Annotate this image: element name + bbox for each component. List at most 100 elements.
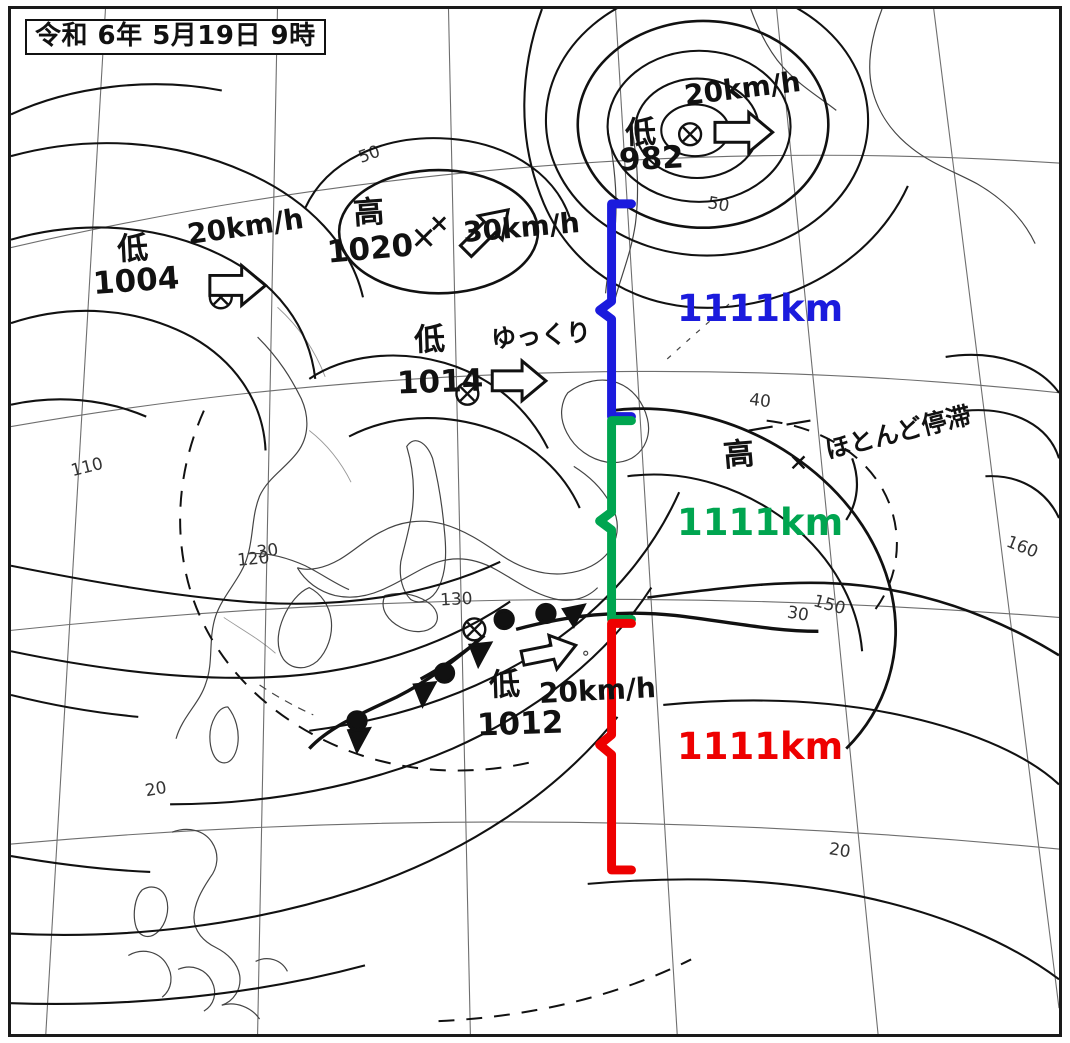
isobar-pacific-high-2 [627, 473, 864, 652]
isobar-closed-4 [576, 19, 830, 230]
meridian-150 [776, 9, 879, 1034]
movement-arrow-group [208, 109, 775, 673]
front-cold-tooth-3 [412, 681, 438, 709]
coastline-honshu-north [297, 465, 618, 575]
isobar-w-4 [11, 398, 147, 418]
isobar-s-8 [587, 878, 1059, 981]
parallel-30 [11, 598, 1059, 631]
isobar-pacific-high-1 [611, 407, 897, 750]
isobar-c-1 [308, 354, 549, 449]
isobar-w-2 [11, 226, 317, 379]
interior-line-a [277, 306, 326, 378]
label-low-1014-value: 1014 [396, 362, 484, 402]
isobar-s-10 [11, 693, 139, 718]
label-high-1020-value: 1020 [325, 227, 415, 271]
center-marker-high-east [791, 455, 806, 470]
meridian-110 [45, 9, 107, 1034]
center-marker-low-982 [677, 122, 703, 147]
coastline-luzon [171, 828, 241, 1006]
label-low-1004-value: 1004 [91, 260, 181, 302]
svg-text:20: 20 [143, 777, 168, 800]
svg-text:40: 40 [748, 389, 772, 411]
label-low-1012-value: 1012 [476, 704, 564, 744]
coastline-taiwan [209, 706, 239, 764]
parallel-20 [11, 821, 1059, 850]
label-low-1012-symbol: 低 [488, 666, 521, 704]
coastline-ryukyu [259, 684, 314, 716]
coastline-samar [255, 958, 288, 972]
coastline-kyushu [277, 586, 333, 669]
weather-map-frame: 110 120 130 150 160 20 20 30 30 40 50 50 [8, 6, 1062, 1037]
label-low-1014-speed: ゆっくり [490, 317, 593, 354]
coastline-shikoku [382, 593, 438, 633]
trough-group [179, 410, 898, 1023]
coastline-negros [177, 966, 216, 1012]
coastline-luzon-w [133, 886, 169, 938]
isobar-s-9 [11, 964, 366, 1005]
arrow-high-1020-southeast [458, 207, 511, 259]
meridian-130 [447, 9, 471, 1034]
isobar-s-4 [170, 587, 653, 806]
coastline-mainland-east [175, 336, 308, 739]
bracket-middle [595, 416, 636, 624]
svg-text:20: 20 [828, 838, 852, 861]
isobar-s-11 [11, 855, 151, 873]
front-cold-tooth-1 [561, 603, 587, 629]
label-high-1020-cross: × [429, 209, 450, 237]
graticule-group [11, 9, 1059, 1034]
isobar-w-0 [11, 83, 222, 116]
label-low-1014-symbol: 低 [413, 321, 446, 359]
bracket-north [595, 199, 636, 422]
isobar-nelow-outer [523, 9, 909, 309]
isobar-w-1 [11, 142, 365, 298]
isobar-w-3 [11, 309, 267, 451]
svg-text:130: 130 [440, 588, 473, 610]
island-dot-b [583, 650, 589, 656]
bracket-middle-label: 1111km [677, 501, 844, 544]
coastline-honshu-south [296, 558, 599, 601]
isobar-s-1 [11, 560, 501, 605]
trough-dashed-east [766, 419, 898, 615]
center-marker-high-1020 [414, 228, 433, 247]
coastline-korea [399, 440, 447, 603]
coastline-hokkaido [561, 379, 650, 464]
meridian-120 [257, 9, 279, 1034]
coastline-okhotsk-north [750, 9, 837, 111]
svg-text:30: 30 [255, 539, 279, 562]
weather-map-canvas: 110 120 130 150 160 20 20 30 30 40 50 50 [11, 9, 1059, 1034]
front-cold-tooth-4 [346, 726, 372, 755]
isobar-high-outer [304, 137, 571, 219]
svg-text:150: 150 [811, 590, 848, 618]
high-east-stationary-mark [748, 419, 858, 521]
svg-text:110: 110 [69, 453, 105, 480]
arrow-low-982-east [713, 109, 775, 156]
coastline-mindanao [221, 1003, 261, 1020]
isobar-s-5 [11, 716, 619, 936]
isobar-closed-5 [544, 9, 870, 257]
arrow-low-1012-northeast [519, 633, 579, 673]
label-low-982-value: 982 [618, 139, 685, 179]
front-east-branch [515, 611, 819, 634]
center-marker-low-1014 [455, 381, 480, 406]
isobar-c-2 [348, 417, 581, 509]
date-stamp-box: 令和 6年 5月19日 9時 [25, 19, 326, 56]
trough-dashed-south [438, 958, 692, 1023]
isobar-high-1020 [337, 168, 540, 295]
label-low-1012-speed: 20km/h [538, 670, 657, 711]
coastline-group [128, 9, 1036, 1020]
svg-text:50: 50 [706, 192, 731, 215]
coastline-panay [128, 950, 172, 998]
front-warm-bump-1 [493, 608, 515, 631]
front-warm-bump-3 [433, 662, 456, 684]
date-stamp-text: 令和 6年 5月19日 9時 [35, 21, 316, 51]
meridian-140 [614, 9, 678, 1034]
coastline-kamchatka [869, 9, 1036, 244]
isobar-group [11, 9, 1059, 1005]
isobar-pacific-high-5 [945, 353, 1059, 394]
bracket-south-label: 1111km [677, 725, 844, 768]
graticule-labels: 110 120 130 150 160 20 20 30 30 40 50 50 [69, 141, 1041, 862]
interior-line-c [309, 430, 352, 483]
isobar-pacific-high-4 [985, 475, 1059, 519]
isobar-s-7 [663, 699, 1059, 786]
svg-text:160: 160 [1004, 531, 1041, 562]
